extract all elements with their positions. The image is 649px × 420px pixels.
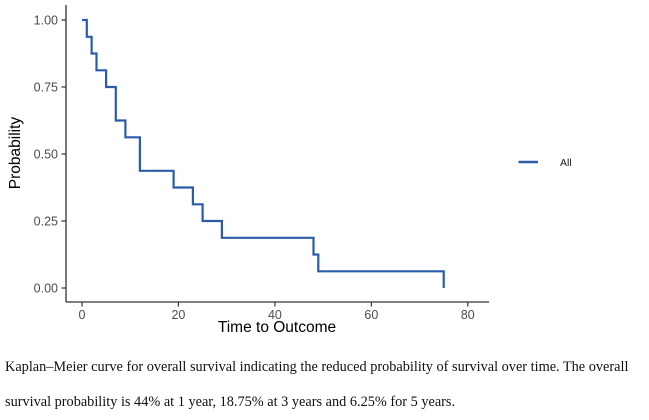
- y-tick-label: 0.00: [34, 282, 58, 296]
- x-tick-label: 40: [268, 308, 282, 322]
- axes: [65, 5, 489, 303]
- x-axis-title: Time to Outcome: [218, 319, 336, 336]
- legend: All: [518, 157, 572, 169]
- figure-caption-line-2: survival probability is 44% at 1 year, 1…: [5, 394, 456, 410]
- survival-step-curve: [82, 18, 445, 288]
- x-tick-label: 20: [171, 308, 185, 322]
- x-tick-label: 0: [79, 308, 86, 322]
- axis-ticks: 0.00 0.25 0.50 0.75 1.00 0 20 40 60 80: [34, 14, 475, 323]
- figure-caption-line-1: Kaplan–Meier curve for overall survival …: [5, 359, 629, 375]
- km-survival-chart: 0.00 0.25 0.50 0.75 1.00 0 20 40 60 80 Time to Ou…: [7, 5, 572, 336]
- y-tick-label: 0.75: [34, 81, 58, 95]
- y-tick-label: 1.00: [34, 14, 58, 28]
- y-axis-title: Probability: [7, 117, 24, 190]
- x-tick-label: 60: [364, 308, 378, 322]
- legend-label-all: All: [560, 157, 572, 169]
- y-tick-label: 0.50: [34, 148, 58, 162]
- y-tick-label: 0.25: [34, 215, 58, 229]
- x-tick-label: 80: [461, 308, 475, 322]
